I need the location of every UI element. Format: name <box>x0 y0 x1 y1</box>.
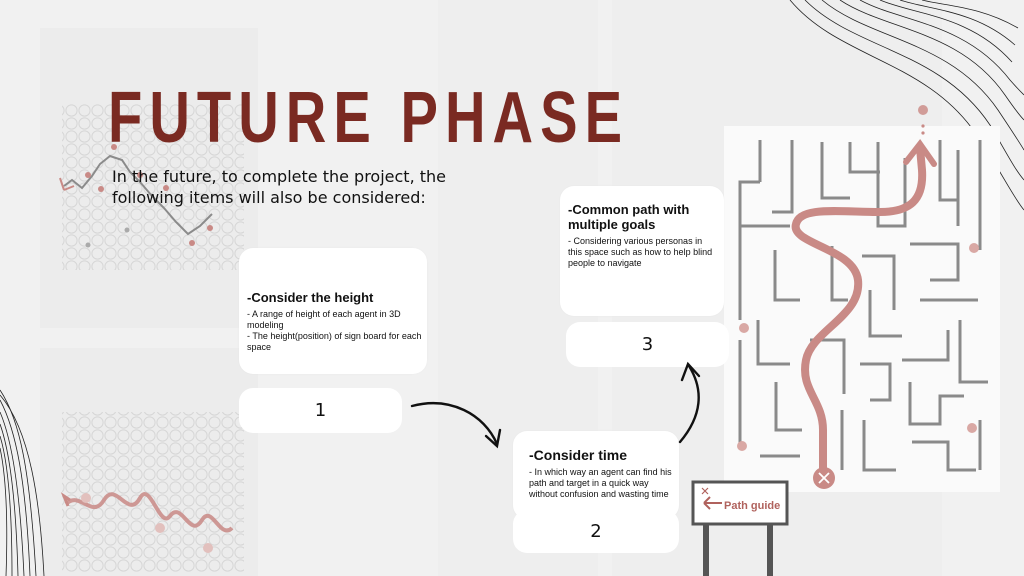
intro-text: In the future, to complete the project, … <box>112 167 446 207</box>
sign-label: Path guide <box>724 500 780 512</box>
step-number-2: 2 <box>513 510 679 553</box>
card-title: -Consider time <box>529 447 628 463</box>
card-bullet: - The height(position) of sign board for… <box>247 331 422 352</box>
card-common-path: -Common path with multiple goals - Consi… <box>560 186 724 316</box>
card-title: -Common path with multiple goals <box>568 202 690 232</box>
card-bullet: - A range of height of each agent in 3D … <box>247 309 401 330</box>
card-title: -Consider the height <box>247 290 374 305</box>
card-consider-time: -Consider time - In which way an agent c… <box>513 431 679 519</box>
step-number-1: 1 <box>239 388 402 433</box>
step-number-3: 3 <box>566 322 729 367</box>
arrow-2-to-3 <box>678 364 700 444</box>
card-consider-height: -Consider the height - A range of height… <box>239 248 427 374</box>
card-bullet: - In which way an agent can find his pat… <box>529 467 672 499</box>
card-bullet: - Considering various personas in this s… <box>568 236 713 268</box>
arrow-1-to-2 <box>410 402 499 446</box>
page-title: FUTURE PHASE <box>108 78 630 158</box>
